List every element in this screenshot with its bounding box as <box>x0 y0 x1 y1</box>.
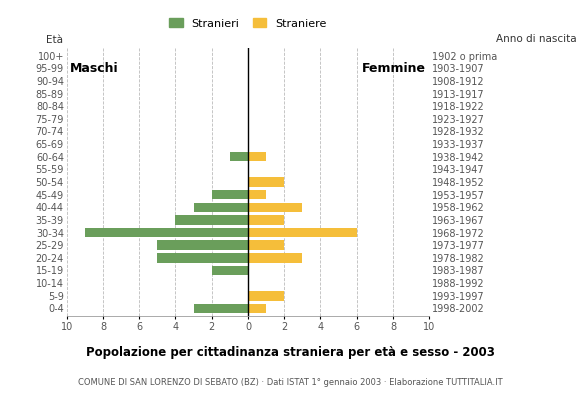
Bar <box>194 202 248 212</box>
Bar <box>194 304 248 313</box>
Text: Femmine: Femmine <box>361 62 426 75</box>
Text: Età: Età <box>46 36 63 46</box>
Bar <box>248 190 266 199</box>
Bar <box>248 291 284 300</box>
Bar <box>248 240 284 250</box>
Bar <box>85 228 248 237</box>
Bar <box>157 240 248 250</box>
Bar <box>212 190 248 199</box>
Text: Maschi: Maschi <box>70 62 119 75</box>
Bar <box>248 202 302 212</box>
Bar <box>248 253 302 262</box>
Text: Popolazione per cittadinanza straniera per età e sesso - 2003: Popolazione per cittadinanza straniera p… <box>86 346 494 359</box>
Bar <box>248 152 266 162</box>
Bar <box>175 215 248 225</box>
Bar <box>248 215 284 225</box>
Bar <box>248 304 266 313</box>
Bar <box>212 266 248 275</box>
Bar <box>157 253 248 262</box>
Text: Anno di nascita: Anno di nascita <box>496 34 577 44</box>
Legend: Stranieri, Straniere: Stranieri, Straniere <box>167 16 329 31</box>
Bar <box>248 228 357 237</box>
Bar <box>248 177 284 187</box>
Bar <box>230 152 248 162</box>
Text: COMUNE DI SAN LORENZO DI SEBATO (BZ) · Dati ISTAT 1° gennaio 2003 · Elaborazione: COMUNE DI SAN LORENZO DI SEBATO (BZ) · D… <box>78 378 502 387</box>
